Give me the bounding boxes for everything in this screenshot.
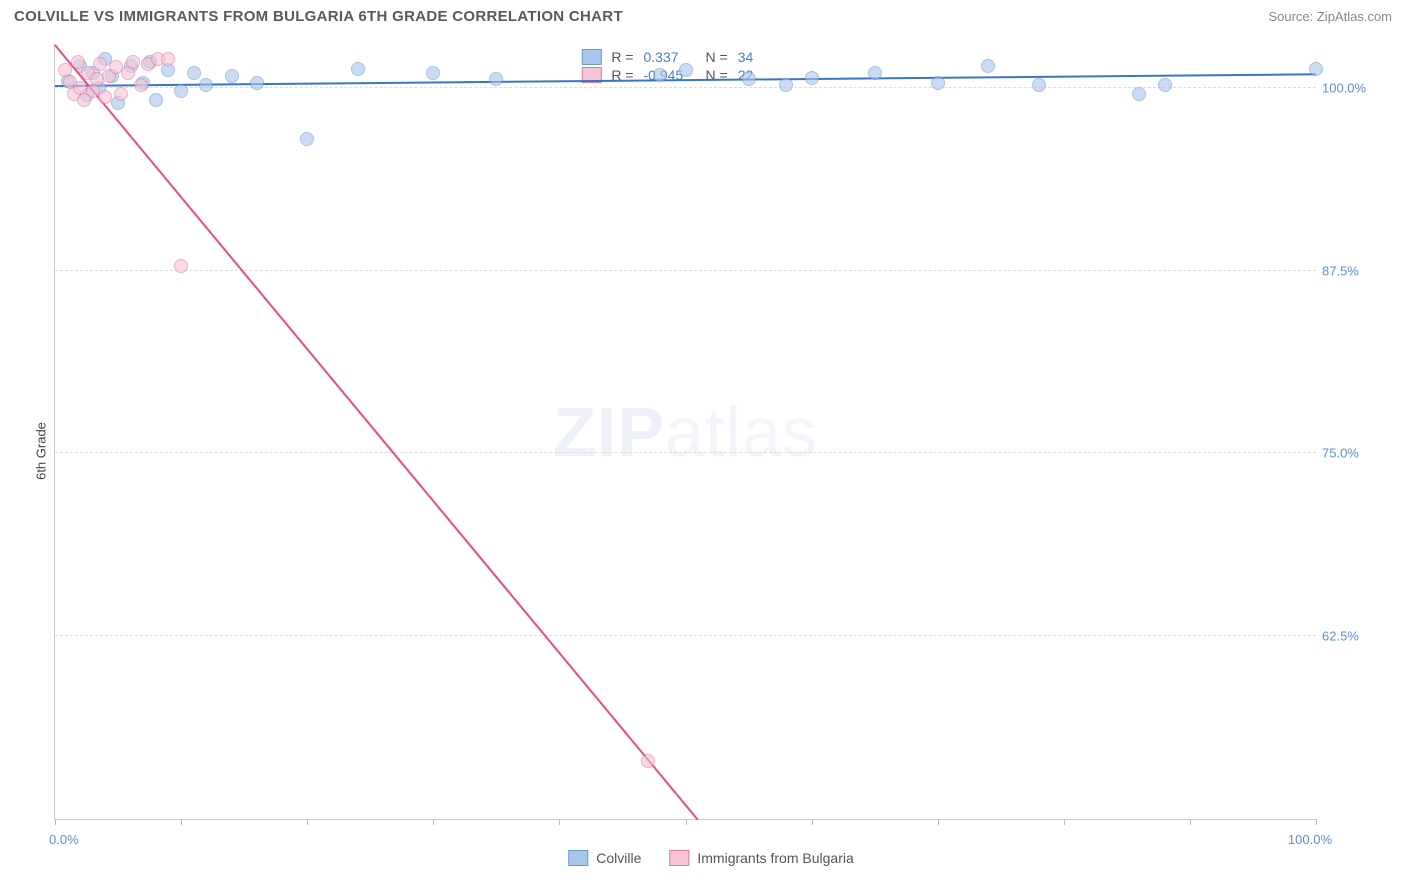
x-tick xyxy=(181,819,182,825)
data-point xyxy=(1132,87,1146,101)
y-tick-label: 87.5% xyxy=(1322,263,1386,278)
data-point xyxy=(1309,62,1323,76)
r-label-0: R = xyxy=(611,49,633,65)
x-tick xyxy=(1064,819,1065,825)
data-point xyxy=(71,55,85,69)
x-tick xyxy=(938,819,939,825)
data-point xyxy=(641,754,655,768)
series-legend: Colville Immigrants from Bulgaria xyxy=(568,850,854,866)
data-point xyxy=(174,259,188,273)
data-point xyxy=(868,66,882,80)
data-point xyxy=(250,76,264,90)
watermark-atlas: atlas xyxy=(665,393,818,471)
legend-swatch-bulgaria xyxy=(669,850,689,866)
x-axis-max: 100.0% xyxy=(1288,832,1332,847)
x-tick xyxy=(1316,819,1317,825)
legend-label-bulgaria: Immigrants from Bulgaria xyxy=(697,850,853,866)
data-point xyxy=(149,93,163,107)
legend-label-colville: Colville xyxy=(596,850,641,866)
data-point xyxy=(225,69,239,83)
data-point xyxy=(426,66,440,80)
data-point xyxy=(679,63,693,77)
data-point xyxy=(300,132,314,146)
data-point xyxy=(98,90,112,104)
trend-line xyxy=(54,44,698,820)
legend-item-colville: Colville xyxy=(568,850,641,866)
gridline xyxy=(55,270,1316,271)
data-point xyxy=(126,55,140,69)
data-point xyxy=(1032,78,1046,92)
gridline xyxy=(55,635,1316,636)
y-tick-label: 62.5% xyxy=(1322,629,1386,644)
data-point xyxy=(114,87,128,101)
x-axis-min: 0.0% xyxy=(49,832,79,847)
n-label-0: N = xyxy=(706,49,728,65)
x-tick xyxy=(55,819,56,825)
data-point xyxy=(199,78,213,92)
data-point xyxy=(161,52,175,66)
plot-area: ZIPatlas R = 0.337 N = 34 R = -0.945 N =… xyxy=(54,44,1316,820)
y-tick-label: 75.0% xyxy=(1322,446,1386,461)
data-point xyxy=(805,71,819,85)
chart-source: Source: ZipAtlas.com xyxy=(1268,9,1392,24)
x-tick xyxy=(686,819,687,825)
gridline xyxy=(55,87,1316,88)
data-point xyxy=(931,76,945,90)
data-point xyxy=(174,84,188,98)
chart-container: 6th Grade ZIPatlas R = 0.337 N = 34 R = … xyxy=(26,36,1396,866)
x-tick xyxy=(812,819,813,825)
data-point xyxy=(187,66,201,80)
x-tick xyxy=(307,819,308,825)
x-tick xyxy=(433,819,434,825)
data-point xyxy=(779,78,793,92)
chart-title: COLVILLE VS IMMIGRANTS FROM BULGARIA 6TH… xyxy=(14,8,623,25)
data-point xyxy=(653,68,667,82)
data-point xyxy=(134,78,148,92)
data-point xyxy=(981,59,995,73)
data-point xyxy=(351,62,365,76)
watermark: ZIPatlas xyxy=(553,392,818,472)
r-value-0: 0.337 xyxy=(644,49,696,65)
watermark-zip: ZIP xyxy=(553,393,665,471)
x-tick xyxy=(1190,819,1191,825)
legend-swatch-colville xyxy=(568,850,588,866)
legend-item-bulgaria: Immigrants from Bulgaria xyxy=(669,850,853,866)
y-tick-label: 100.0% xyxy=(1322,80,1386,95)
data-point xyxy=(489,72,503,86)
swatch-colville xyxy=(581,49,601,65)
n-value-0: 34 xyxy=(738,49,790,65)
gridline xyxy=(55,452,1316,453)
y-axis-label: 6th Grade xyxy=(33,422,48,480)
data-point xyxy=(1158,78,1172,92)
x-tick xyxy=(559,819,560,825)
data-point xyxy=(742,72,756,86)
